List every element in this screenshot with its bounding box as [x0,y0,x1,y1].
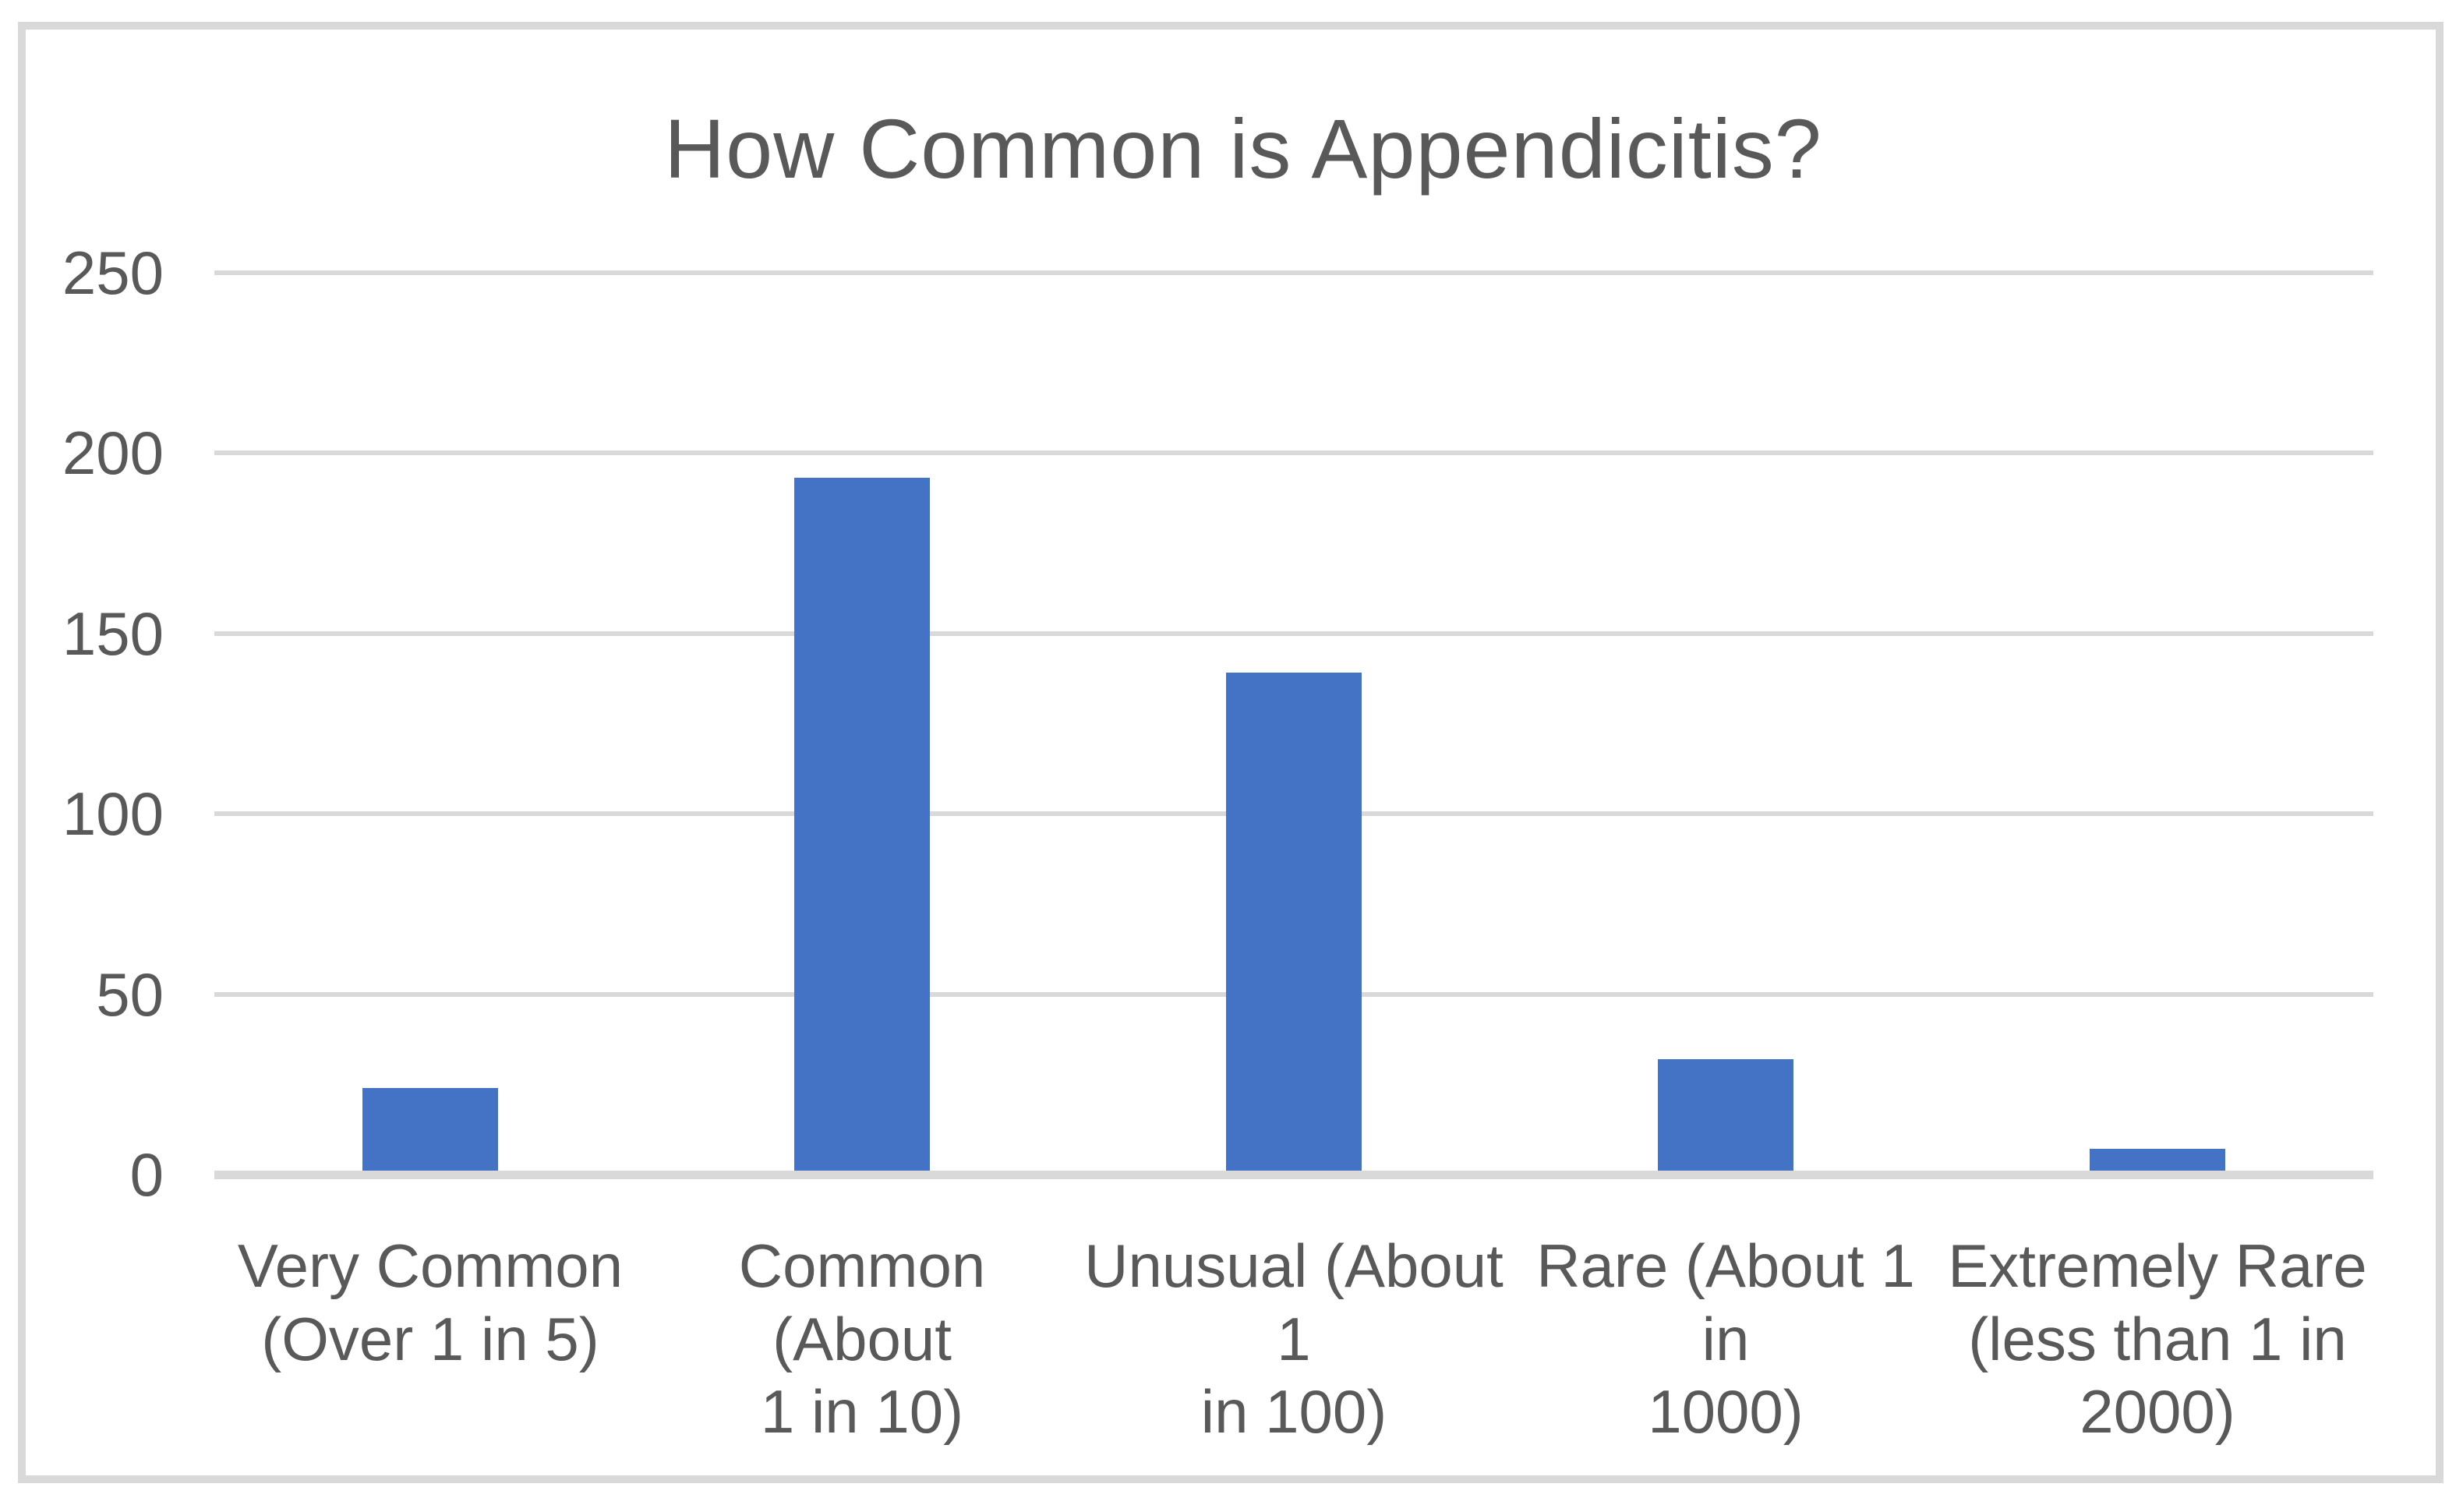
category-label-line: Common (About [738,1231,986,1373]
gridline [214,631,2373,636]
category-label-5: Extremely Rare (less than 1 in 2000) [1942,1230,2373,1449]
bar-3 [1226,673,1362,1171]
category-label-line: Extremely Rare [1948,1231,2367,1300]
category-label-line: (less than 1 in [1968,1304,2347,1373]
category-label-4: Rare (About 1 in 1000) [1510,1230,1942,1449]
category-label-line: (Over 1 in 5) [261,1304,599,1373]
chart-title: How Common is Appendicitis? [664,101,1822,196]
category-label-line: 2000) [2080,1377,2235,1447]
bar-4 [1658,1059,1793,1171]
category-label-line: in 100) [1200,1377,1387,1447]
y-tick-label: 150 [62,599,164,668]
bar-1 [362,1088,498,1171]
category-label-line: Unusual (About 1 [1084,1231,1504,1373]
category-label-3: Unusual (About 1 in 100) [1078,1230,1510,1449]
y-tick-label: 100 [62,779,164,848]
category-label-line: Very Common [237,1231,624,1300]
y-tick-label: 200 [62,419,164,487]
category-label-line: 1000) [1648,1377,1804,1447]
category-label-line: Rare (About 1 in [1536,1231,1915,1373]
category-label-2: Common (About 1 in 10) [646,1230,1078,1449]
bar-2 [794,478,930,1171]
y-tick-label: 0 [129,1140,164,1209]
gridline [214,450,2373,455]
gridline [214,270,2373,275]
x-axis-line [214,1171,2373,1179]
category-label-1: Very Common (Over 1 in 5) [214,1230,646,1376]
y-tick-label: 50 [96,960,164,1029]
category-label-line: 1 in 10) [760,1377,964,1447]
bar-5 [2090,1149,2225,1171]
y-tick-label: 250 [62,238,164,307]
